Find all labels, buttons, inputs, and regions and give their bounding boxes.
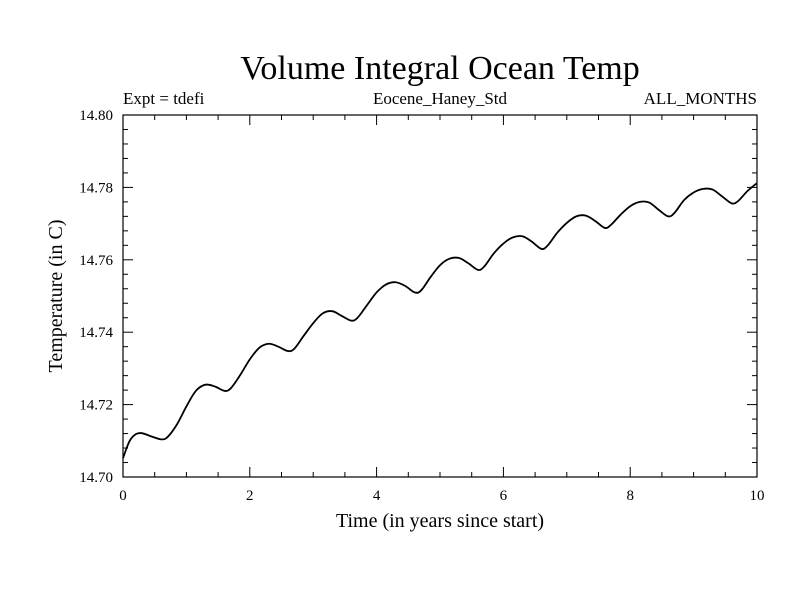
series-layer: [122, 182, 758, 459]
series-line: [122, 182, 758, 459]
chart-title: Volume Integral Ocean Temp: [240, 50, 640, 87]
y-tick-label: 14.74: [79, 325, 113, 341]
axis-tick-labels: 0 2 4 6 8 10 14.70 14.72 14.74 14.76 14.78 14.80: [79, 108, 764, 504]
y-axis-label: Temperature (in C): [45, 220, 67, 373]
x-axis-label: Time (in years since start): [336, 510, 544, 532]
y-tick-label: 14.70: [79, 470, 113, 486]
plot-frame: [122, 114, 758, 478]
x-tick-label: 2: [246, 488, 254, 504]
x-tick-label: 4: [373, 488, 381, 504]
y-tick-label: 14.78: [79, 180, 113, 196]
subtitle-center: Eocene_Haney_Std: [373, 89, 508, 108]
y-tick-label: 14.80: [79, 108, 113, 124]
x-tick-label: 10: [750, 488, 765, 504]
subtitle-left: Expt = tdefi: [123, 89, 205, 108]
x-tick-label: 0: [119, 488, 127, 504]
x-tick-label: 6: [500, 488, 508, 504]
subtitle-right: ALL_MONTHS: [644, 89, 757, 108]
axis-ticks: [122, 114, 758, 478]
y-tick-label: 14.72: [79, 398, 113, 414]
y-tick-label: 14.76: [79, 253, 113, 269]
x-tick-label: 8: [626, 488, 634, 504]
